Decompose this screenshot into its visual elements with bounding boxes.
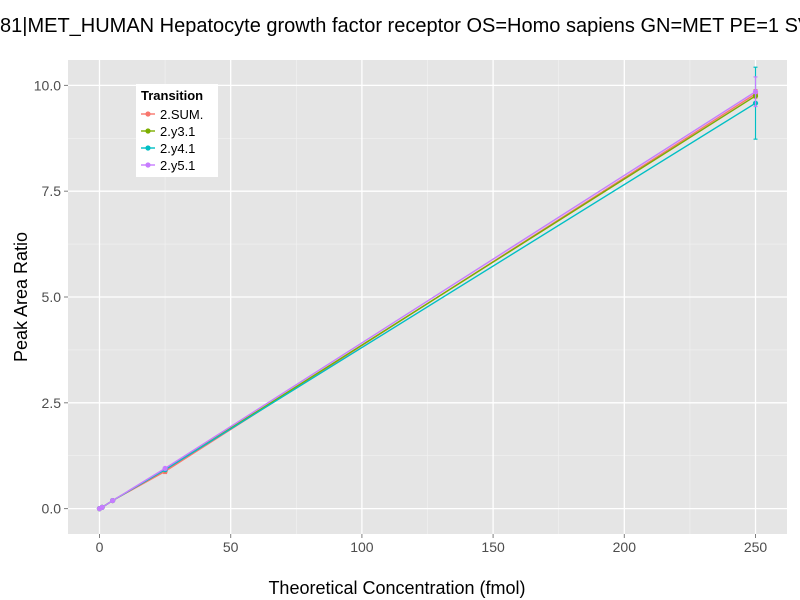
major-grid (68, 60, 787, 534)
series-layer (96, 66, 759, 512)
data-point (162, 465, 168, 472)
legend-item: 2.y3.1 (141, 124, 195, 139)
legend-label: 2.y5.1 (160, 158, 195, 173)
x-tick-label: 150 (481, 539, 505, 555)
y-axis-label: Peak Area Ratio (11, 232, 31, 362)
x-tick-label: 50 (223, 539, 239, 555)
legend-item: 2.y4.1 (141, 141, 195, 156)
legend-label: 2.SUM. (160, 107, 203, 122)
data-point (99, 504, 105, 510)
legend-item: 2.SUM. (141, 107, 203, 122)
legend-key-point (145, 162, 151, 168)
y-axis: 0.0 2.5 5.0 7.5 10.0 (34, 77, 68, 517)
legend-title: Transition (141, 88, 203, 103)
x-tick-label: 200 (613, 539, 637, 555)
data-point (752, 89, 759, 95)
x-tick-label: 0 (96, 539, 104, 555)
y-tick-label: 2.5 (42, 395, 62, 411)
legend-label: 2.y3.1 (160, 124, 195, 139)
y-tick-label: 0.0 (42, 501, 62, 517)
x-tick-label: 250 (744, 539, 768, 555)
series-2-y5-1 (96, 76, 759, 512)
legend-label: 2.y4.1 (160, 141, 195, 156)
legend-key-point (145, 128, 151, 134)
y-tick-label: 7.5 (42, 183, 62, 199)
x-axis: 0 50 100 150 200 250 (96, 534, 768, 555)
y-tick-label: 5.0 (42, 289, 62, 305)
legend-item: 2.y5.1 (141, 158, 195, 173)
legend: Transition 2.SUM. 2.y3.1 2.y4.1 2.y5.1 (136, 84, 218, 177)
y-tick-label: 10.0 (34, 77, 61, 93)
x-axis-label: Theoretical Concentration (fmol) (268, 578, 525, 598)
x-tick-label: 100 (350, 539, 374, 555)
legend-key-point (145, 145, 151, 151)
data-point (110, 497, 116, 504)
chart-title: 81|MET_HUMAN Hepatocyte growth factor re… (0, 15, 800, 37)
legend-key-point (145, 111, 151, 117)
